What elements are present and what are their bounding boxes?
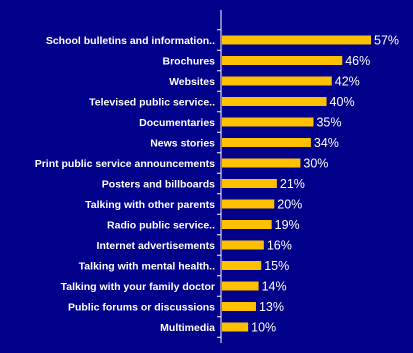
value-label: 21%: [280, 177, 305, 191]
bar: [222, 138, 311, 147]
category-label: Posters and billboards: [102, 179, 215, 191]
category-label: Internet advertisements: [97, 240, 216, 252]
value-labels-layer: 57% 46% 42% 40% 35% 34% 30% 21% 20% 19% 16% 15% 14% 1…: [251, 34, 399, 335]
bar: [222, 302, 256, 311]
bars-layer: [222, 35, 371, 332]
value-label: 20%: [277, 198, 302, 212]
value-label: 46%: [345, 54, 370, 68]
bar: [222, 199, 275, 209]
category-label: Print public service announcements: [35, 158, 215, 170]
bar: [222, 158, 301, 168]
bar: [222, 220, 272, 229]
value-label: 19%: [275, 218, 300, 232]
bar: [222, 240, 264, 250]
value-label: 57%: [374, 34, 399, 48]
category-label: Public forums or discussions: [68, 302, 215, 314]
category-label: Televised public service..: [89, 97, 215, 109]
value-label: 40%: [330, 95, 355, 109]
bar: [222, 35, 371, 45]
category-label: Documentaries: [139, 117, 215, 129]
category-label: Websites: [169, 76, 215, 88]
category-label: Multimedia: [160, 322, 215, 334]
axis-layer: [217, 10, 222, 343]
category-label: Talking with other parents: [85, 199, 215, 211]
category-label: Talking with your family doctor: [61, 281, 215, 293]
value-label: 30%: [303, 157, 328, 171]
bar: [222, 322, 249, 332]
bar: [222, 76, 332, 86]
value-label: 15%: [264, 259, 289, 273]
value-label: 42%: [335, 75, 360, 89]
value-label: 16%: [267, 239, 292, 253]
value-label: 13%: [259, 300, 284, 314]
bar: [222, 117, 314, 127]
category-label: School bulletins and information..: [46, 35, 215, 47]
value-label: 35%: [316, 116, 341, 130]
bar: [222, 179, 277, 188]
value-label: 34%: [314, 136, 339, 150]
category-label: Talking with mental health..: [79, 261, 215, 273]
category-label: News stories: [150, 138, 215, 150]
bar: [222, 281, 259, 291]
category-label: Radio public service..: [107, 220, 215, 232]
category-labels-layer: School bulletins and information.. Brochu…: [35, 35, 215, 334]
value-label: 10%: [251, 321, 276, 335]
bar: [222, 97, 327, 106]
value-label: 14%: [262, 280, 287, 294]
category-label: Brochures: [162, 56, 215, 68]
bar: [222, 261, 262, 270]
bar: [222, 56, 343, 65]
